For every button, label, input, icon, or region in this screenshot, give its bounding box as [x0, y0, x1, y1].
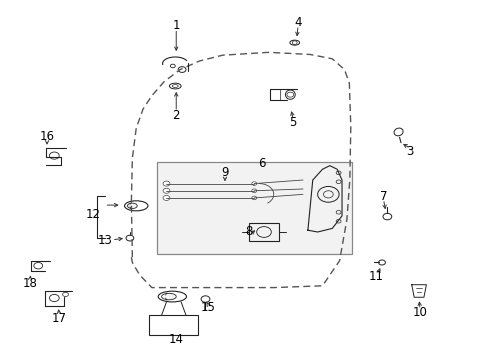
Text: 7: 7	[379, 190, 386, 203]
Ellipse shape	[127, 203, 137, 208]
Text: 9: 9	[221, 166, 228, 179]
Ellipse shape	[161, 293, 176, 300]
Text: 2: 2	[172, 109, 180, 122]
Text: 6: 6	[257, 157, 265, 170]
Circle shape	[251, 182, 256, 185]
Circle shape	[163, 188, 169, 193]
Text: 12: 12	[86, 208, 101, 221]
Circle shape	[163, 195, 169, 201]
Text: 14: 14	[168, 333, 183, 346]
Bar	[249, 223, 278, 241]
Text: 11: 11	[368, 270, 383, 283]
Text: 1: 1	[172, 19, 180, 32]
Text: 4: 4	[294, 16, 301, 29]
Text: 10: 10	[412, 306, 427, 319]
Text: 17: 17	[52, 311, 66, 325]
Bar	[157, 162, 351, 253]
Text: 8: 8	[245, 225, 253, 238]
Text: 15: 15	[200, 301, 215, 314]
Bar	[149, 315, 198, 335]
Text: 13: 13	[98, 234, 113, 247]
Circle shape	[251, 189, 256, 193]
Circle shape	[251, 196, 256, 200]
Text: 16: 16	[40, 130, 54, 144]
Text: 3: 3	[406, 145, 413, 158]
Circle shape	[163, 181, 169, 186]
Text: 18: 18	[22, 278, 37, 291]
Text: 5: 5	[289, 116, 296, 129]
